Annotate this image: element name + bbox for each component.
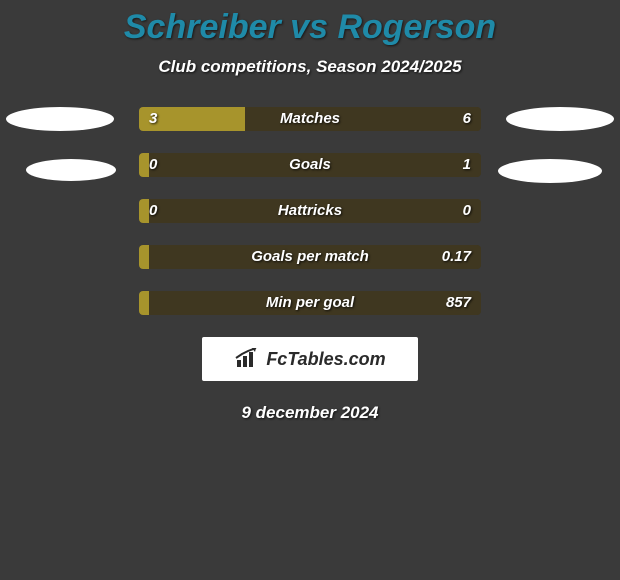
brand-text: FcTables.com — [266, 349, 385, 370]
stat-right-value: 857 — [446, 291, 471, 315]
stat-label: Goals per match — [139, 245, 481, 269]
stat-row: Min per goal857 — [139, 291, 481, 315]
stat-row: 0Hattricks0 — [139, 199, 481, 223]
date-label: 9 december 2024 — [0, 403, 620, 423]
bars-chart-icon — [234, 348, 260, 370]
stat-label: Hattricks — [139, 199, 481, 223]
stat-right-value: 6 — [463, 107, 471, 131]
comparison-area: 3Matches60Goals10Hattricks0Goals per mat… — [0, 107, 620, 315]
player-marker-1 — [506, 107, 614, 131]
stat-row: 0Goals1 — [139, 153, 481, 177]
player-marker-2 — [26, 159, 116, 181]
stat-bars: 3Matches60Goals10Hattricks0Goals per mat… — [139, 107, 481, 315]
stat-label: Matches — [139, 107, 481, 131]
stat-right-value: 0 — [463, 199, 471, 223]
subtitle: Club competitions, Season 2024/2025 — [0, 57, 620, 77]
player-marker-0 — [6, 107, 114, 131]
player-marker-3 — [498, 159, 602, 183]
stat-right-value: 0.17 — [442, 245, 471, 269]
stat-right-value: 1 — [463, 153, 471, 177]
stat-label: Min per goal — [139, 291, 481, 315]
brand-badge: FcTables.com — [202, 337, 418, 381]
stat-row: 3Matches6 — [139, 107, 481, 131]
stat-row: Goals per match0.17 — [139, 245, 481, 269]
stat-label: Goals — [139, 153, 481, 177]
page-title: Schreiber vs Rogerson — [0, 0, 620, 47]
